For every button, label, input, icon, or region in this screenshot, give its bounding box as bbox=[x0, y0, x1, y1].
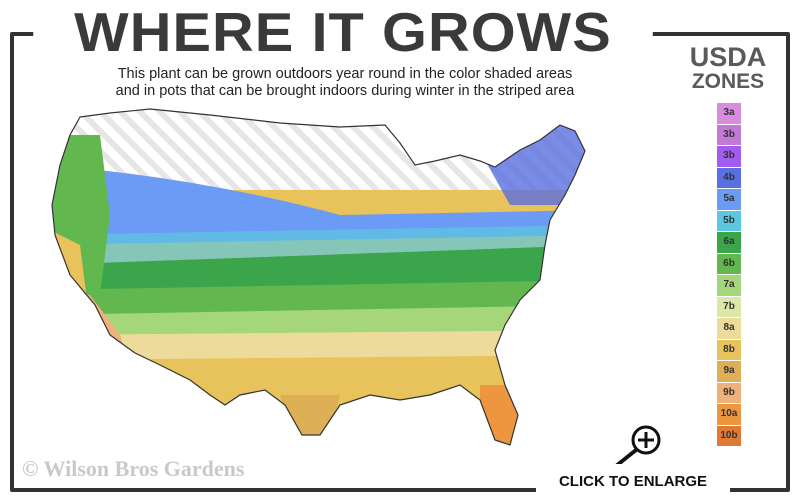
us-outline bbox=[51, 108, 586, 446]
legend-zone-8b: 8b bbox=[717, 339, 741, 360]
watermark: © Wilson Bros Gardens bbox=[22, 456, 245, 481]
legend-zone-9b: 9b bbox=[717, 382, 741, 403]
legend-zone-4b: 4b bbox=[717, 167, 741, 188]
subtitle-line-2: and in pots that can be brought indoors … bbox=[115, 83, 575, 99]
usda-zone-map[interactable] bbox=[40, 95, 600, 460]
subtitle: This plant can be grown outdoors year ro… bbox=[60, 66, 630, 100]
legend-zone-7a: 7a bbox=[717, 275, 741, 296]
legend-zone-5b: 5b bbox=[717, 210, 741, 231]
subtitle-line-1: This plant can be grown outdoors year ro… bbox=[117, 66, 573, 82]
page-title: WHERE IT GROWS bbox=[33, 2, 653, 62]
legend-zone-3b: 3b bbox=[717, 146, 741, 167]
legend-zone-3b: 3b bbox=[717, 124, 741, 145]
legend-zone-6b: 6b bbox=[717, 253, 741, 274]
legend-title: USDA ZONES bbox=[672, 44, 784, 93]
zone-bands bbox=[52, 109, 585, 445]
click-to-enlarge-button[interactable]: CLICK TO ENLARGE bbox=[536, 464, 730, 500]
click-to-enlarge-label: CLICK TO ENLARGE bbox=[558, 473, 708, 490]
legend-title-line-1: USDA bbox=[689, 42, 767, 72]
legend-title-line-2: ZONES bbox=[691, 70, 765, 93]
legend-zone-3a: 3a bbox=[717, 103, 741, 124]
legend-zone-8a: 8a bbox=[717, 318, 741, 339]
legend-zone-10a: 10a bbox=[717, 404, 741, 425]
legend-zone-10b: 10b bbox=[717, 425, 741, 446]
legend-zone-5a: 5a bbox=[717, 189, 741, 210]
zone-legend: 3a 3b 3b 4b 5a 5b 6a 6b 7a 7b 8a 8b 9a 9b 10a 10b bbox=[717, 103, 741, 447]
legend-zone-9a: 9a bbox=[717, 361, 741, 382]
magnifier-plus-icon[interactable] bbox=[608, 422, 668, 468]
legend-zone-6a: 6a bbox=[717, 232, 741, 253]
legend-zone-7b: 7b bbox=[717, 296, 741, 317]
